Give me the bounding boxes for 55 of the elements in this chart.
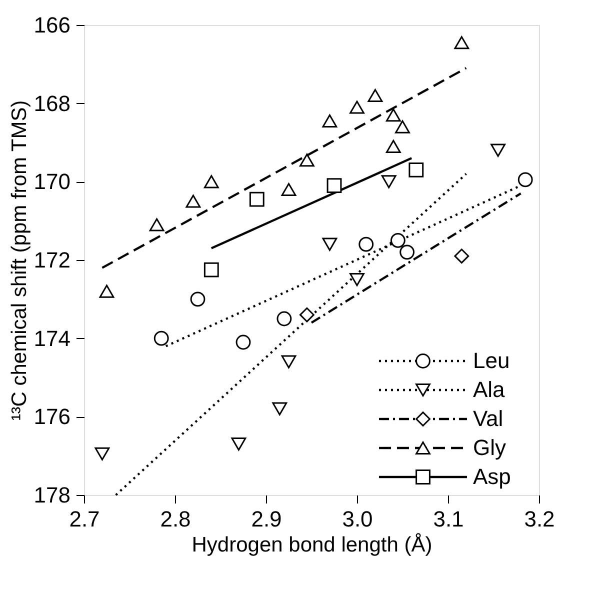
point bbox=[518, 172, 533, 188]
x-axis-title: Hydrogen bond length (Å) bbox=[192, 532, 432, 556]
y-tick-label: 170 bbox=[34, 169, 70, 194]
point bbox=[281, 182, 296, 196]
point bbox=[408, 162, 424, 178]
point bbox=[381, 175, 396, 188]
y-tick-label: 176 bbox=[34, 404, 70, 430]
x-tick-label: 3.1 bbox=[433, 506, 464, 532]
point bbox=[322, 238, 338, 251]
legend-label: Gly bbox=[473, 435, 506, 460]
point bbox=[350, 100, 364, 114]
point bbox=[322, 114, 338, 128]
point bbox=[400, 244, 415, 260]
legend-label: Ala bbox=[473, 377, 506, 402]
point bbox=[390, 232, 406, 248]
point bbox=[454, 248, 470, 264]
point bbox=[358, 236, 374, 252]
point bbox=[454, 36, 470, 50]
point bbox=[490, 144, 506, 157]
point bbox=[299, 154, 314, 167]
point bbox=[236, 334, 251, 350]
legend-label: Asp bbox=[473, 464, 511, 489]
y-axis-title: ¹³C chemical shift (ppm from TMS) bbox=[8, 100, 31, 421]
x-tick-label: 2.9 bbox=[251, 506, 282, 532]
point bbox=[204, 175, 219, 188]
point bbox=[281, 355, 296, 368]
point bbox=[299, 307, 314, 322]
point bbox=[350, 273, 364, 286]
point bbox=[186, 194, 201, 208]
point bbox=[276, 311, 292, 326]
point bbox=[190, 292, 206, 307]
point bbox=[94, 447, 110, 460]
legend-label: Val bbox=[473, 406, 504, 431]
y-tick-label: 172 bbox=[34, 248, 70, 272]
point bbox=[231, 438, 246, 451]
point bbox=[368, 88, 383, 102]
y-tick-label: 174 bbox=[34, 326, 70, 351]
x-tick-label: 2.8 bbox=[160, 506, 191, 532]
x-tick-label: 2.7 bbox=[69, 506, 100, 532]
point bbox=[395, 120, 410, 134]
y-tick-label: 166 bbox=[34, 12, 70, 38]
legend-label: Leu bbox=[473, 348, 510, 373]
point bbox=[386, 140, 401, 153]
x-tick-label: 3.2 bbox=[524, 506, 555, 532]
point bbox=[99, 284, 114, 298]
point bbox=[204, 262, 219, 278]
y-tick-label: 168 bbox=[34, 90, 70, 116]
point bbox=[154, 330, 169, 346]
point bbox=[326, 178, 342, 194]
point bbox=[249, 192, 264, 207]
point bbox=[386, 108, 401, 122]
point bbox=[149, 218, 164, 232]
y-tick-label: 178 bbox=[34, 482, 70, 508]
point bbox=[272, 402, 288, 416]
x-tick-label: 3.0 bbox=[342, 506, 373, 532]
